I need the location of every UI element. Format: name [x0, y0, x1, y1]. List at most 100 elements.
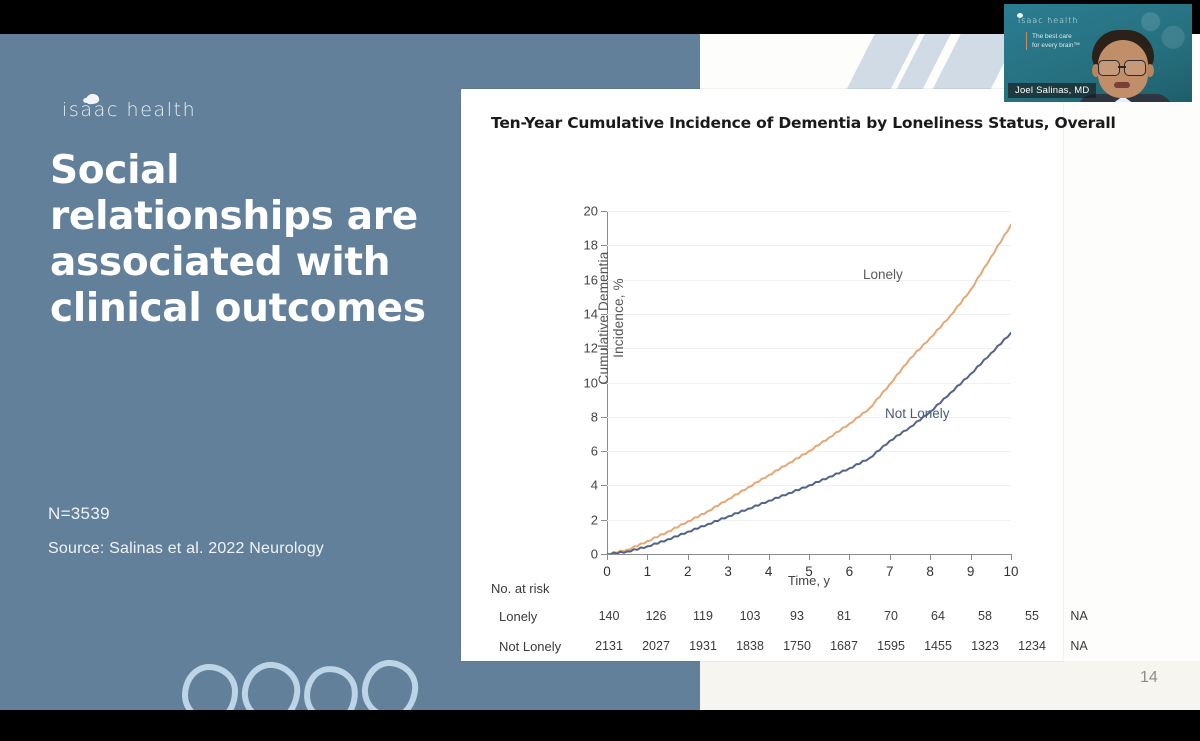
logo-wordmark: isaac health [62, 99, 197, 121]
at-risk-value: 2131 [595, 639, 623, 653]
at-risk-value: 119 [693, 609, 713, 623]
x-axis-tick-mark [728, 554, 730, 560]
glasses-bridge [1118, 66, 1126, 68]
y-axis-tick-mark [601, 554, 607, 555]
y-axis-tick-mark [601, 519, 607, 521]
y-axis-tick-mark [601, 382, 607, 384]
at-risk-value: 1234 [1018, 639, 1046, 653]
x-axis-tick-label: 4 [764, 564, 773, 579]
sample-size-label: N=3539 [48, 504, 110, 523]
webcam-overlay[interactable]: isaac health The best care for every bra… [1004, 4, 1192, 102]
glasses-icon [1124, 60, 1146, 76]
x-axis-tick-label: 8 [926, 564, 934, 579]
at-risk-row-label: Lonely [499, 609, 538, 624]
brain-cloud-icon [1017, 13, 1023, 18]
webcam-logo-wordmark: isaac health [1018, 16, 1079, 25]
y-axis-tick-mark [601, 313, 607, 315]
at-risk-value: 1838 [736, 639, 764, 653]
participant-name-badge: Joel Salinas, MD [1008, 83, 1097, 98]
y-axis-tick-mark [601, 279, 607, 281]
gridline [607, 416, 1011, 418]
series-lines [607, 223, 1011, 554]
at-risk-row-label: Not Lonely [499, 639, 562, 654]
y-axis-tick-mark [601, 416, 607, 418]
page-title: Social relationships are associated with… [50, 148, 426, 331]
at-risk-value: 1323 [971, 639, 999, 653]
gridline [607, 313, 1011, 315]
x-axis-tick-mark [849, 554, 851, 560]
at-risk-value: 93 [790, 609, 804, 623]
at-risk-value: NA [1070, 639, 1088, 653]
slide-footer-band [700, 661, 1200, 710]
ear [1146, 64, 1154, 77]
at-risk-row: Not Lonely 2131 2027 1931 1838 1750 1687 1595 14… [491, 639, 1088, 657]
at-risk-value: 64 [931, 609, 945, 623]
series-label-lonely: Lonely [863, 267, 903, 282]
at-risk-value: NA [1070, 609, 1088, 623]
y-axis-tick-label: 2 [590, 512, 598, 528]
x-axis-tick-label: 2 [684, 564, 692, 579]
at-risk-value: 103 [739, 609, 761, 623]
circle-icon [301, 663, 361, 710]
at-risk-value: 58 [978, 609, 992, 623]
y-axis-tick-label: 16 [583, 272, 598, 288]
x-axis-tick-mark [970, 554, 972, 560]
source-citation: Source: Salinas et al. 2022 Neurology [48, 540, 325, 557]
presentation-slide: isaac health Social relationships are as… [0, 34, 1200, 710]
y-axis-tick-label: 8 [590, 409, 598, 425]
gridline [607, 382, 1011, 384]
x-axis-tick-label: 7 [886, 564, 894, 579]
x-axis-tick-mark [809, 554, 810, 560]
isaac-health-logo: isaac health [44, 93, 224, 128]
x-axis-tick-label: 3 [724, 564, 732, 579]
y-axis-tick-label: 4 [590, 477, 598, 493]
chart-title: Ten-Year Cumulative Incidence of Dementi… [491, 114, 1116, 132]
y-axis-tick-label: 14 [583, 306, 598, 322]
x-axis-tick-label: 5 [805, 564, 813, 579]
at-risk-value: 1595 [877, 639, 905, 653]
at-risk-value: 1931 [689, 639, 717, 653]
x-axis-tick-mark [687, 554, 689, 560]
x-axis-tick-label: 1 [643, 564, 652, 579]
series-label-not-lonely: Not Lonely [885, 406, 950, 421]
at-risk-value: 55 [1025, 609, 1039, 623]
mouth [1114, 82, 1130, 88]
y-axis-tick-label: 18 [583, 237, 598, 253]
x-axis-tick-mark [607, 554, 608, 560]
y-axis-tick-mark [601, 245, 607, 247]
x-axis-tick-label: 0 [603, 564, 611, 579]
glasses-icon [1098, 60, 1120, 76]
y-axis-tick-label: 10 [583, 375, 598, 390]
y-axis-tick-label: 6 [590, 443, 598, 459]
slide-page-number: 14 [1140, 669, 1158, 686]
webcam-tagline: The best care for every brain™ [1026, 32, 1080, 50]
y-axis-tick-label: 12 [583, 340, 598, 356]
y-axis-tick-mark [601, 485, 607, 487]
series-line-not-lonely [607, 331, 1011, 554]
at-risk-value: 2027 [642, 639, 670, 653]
x-axis-tick-mark [889, 554, 891, 560]
circle-icon [359, 658, 421, 710]
webcam-person [1070, 30, 1178, 102]
at-risk-value: 126 [645, 609, 667, 623]
y-axis-tick-mark [601, 451, 607, 453]
x-axis-tick-mark [1011, 554, 1012, 560]
at-risk-value: 1455 [924, 639, 952, 653]
circle-icon [238, 659, 304, 710]
decorative-circles [178, 654, 478, 710]
gridline [607, 519, 1011, 521]
webcam-tagline-line1: The best care [1032, 33, 1072, 40]
gridline [607, 245, 1011, 247]
chart-panel: Ten-Year Cumulative Incidence of Dementi… [461, 89, 1116, 661]
at-risk-value: 1750 [783, 639, 811, 653]
x-axis-tick-label: 9 [966, 564, 975, 579]
at-risk-value: 70 [884, 609, 898, 623]
x-axis-tick-label: 10 [1003, 564, 1019, 579]
at-risk-value: 140 [598, 609, 620, 623]
face [1098, 40, 1148, 98]
circle-icon [182, 664, 238, 710]
y-axis-tick-mark [601, 211, 607, 212]
chart-plot-area: 0 2 4 6 8 10 12 14 16 18 20 0 1 2 3 4 5 6 7 8 9 10 Cumulativ… [584, 204, 1019, 589]
at-risk-value: 1687 [830, 639, 858, 653]
